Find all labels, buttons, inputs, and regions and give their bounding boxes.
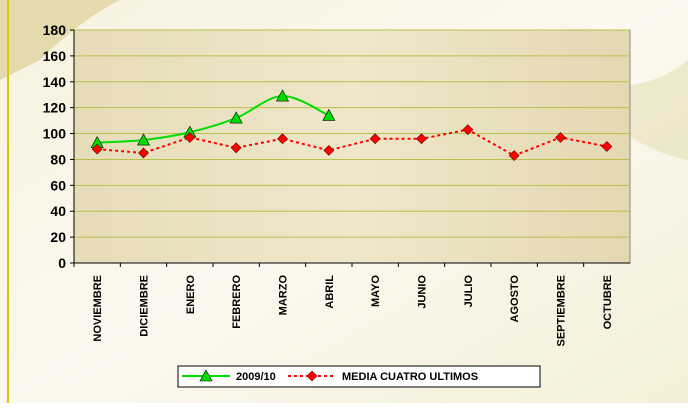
series-line <box>97 95 330 144</box>
y-tick-label: 140 <box>43 74 67 90</box>
y-tick-label: 180 <box>43 22 67 38</box>
y-tick-label: 60 <box>50 177 66 193</box>
x-tick-label: ENERO <box>185 275 197 315</box>
x-tick-label: FEBRERO <box>231 275 243 329</box>
legend-label: MEDIA CUATRO ULTIMOS <box>342 371 478 383</box>
y-tick-label: 40 <box>50 203 66 219</box>
data-point <box>275 89 290 102</box>
y-tick-label: 120 <box>43 100 67 116</box>
x-tick-label: NOVIEMBRE <box>92 275 104 342</box>
data-point <box>138 147 149 159</box>
plot-area <box>73 29 631 264</box>
x-tick-label: AGOSTO <box>509 275 521 323</box>
y-tick-label: 0 <box>58 255 66 271</box>
data-point <box>508 150 520 161</box>
series-line <box>97 128 608 157</box>
data-point <box>277 133 288 145</box>
data-point <box>230 142 242 154</box>
x-tick-label: OCTUBRE <box>602 275 614 329</box>
decoration <box>0 0 120 80</box>
y-tick-label: 160 <box>43 48 67 64</box>
data-point <box>369 133 381 145</box>
x-tick-label: JULIO <box>463 275 475 308</box>
y-tick-label: 100 <box>43 126 67 142</box>
x-tick-label: JUNIO <box>417 275 429 309</box>
y-tick-label: 20 <box>50 229 66 245</box>
data-point <box>555 132 566 143</box>
legend <box>177 365 541 388</box>
legend-marker <box>306 370 318 382</box>
data-point <box>136 133 151 146</box>
x-tick-label: MAYO <box>370 275 382 307</box>
data-point <box>229 111 243 124</box>
y-tick-label: 80 <box>50 151 66 167</box>
data-point <box>462 124 474 136</box>
data-point <box>323 144 335 156</box>
data-point <box>322 108 336 121</box>
data-point <box>184 132 196 143</box>
legend-label: 2009/10 <box>236 371 276 383</box>
data-point <box>416 133 427 145</box>
legend-marker <box>199 369 213 382</box>
x-tick-label: ABRIL <box>324 275 336 309</box>
data-point <box>601 141 613 152</box>
data-point <box>91 143 103 155</box>
x-tick-label: DICIEMBRE <box>139 275 151 337</box>
x-tick-label: SEPTIEMBRE <box>556 275 568 347</box>
x-tick-label: MARZO <box>278 275 290 316</box>
